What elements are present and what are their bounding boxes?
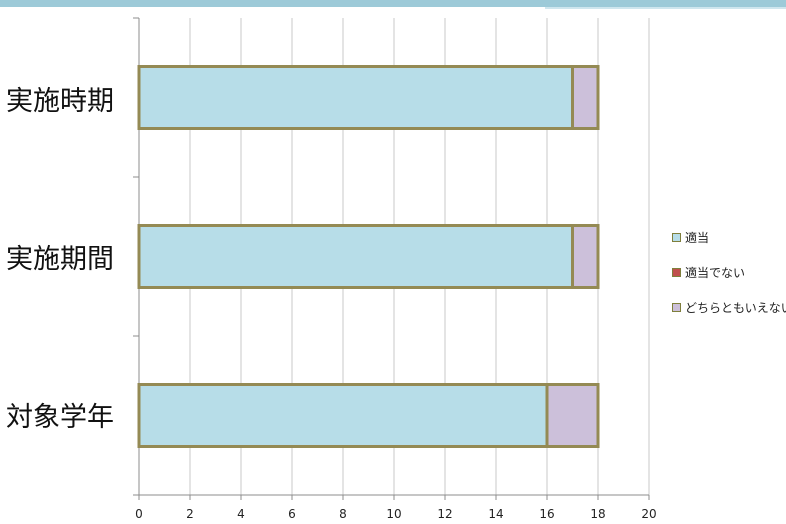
- bar-segment-0-0: [137, 65, 574, 130]
- x-tick-label-1: 2: [186, 507, 194, 521]
- category-label-0: 実施時期: [6, 86, 114, 117]
- x-tick-label-6: 12: [437, 507, 452, 521]
- legend-item-appropriate: 適当: [672, 226, 786, 248]
- category-label-2: 対象学年: [6, 402, 114, 433]
- bar-segment-1-2: [571, 224, 600, 289]
- x-tick-label-3: 6: [288, 507, 296, 521]
- x-tick-label-7: 14: [488, 507, 503, 521]
- bar-segment-2-0: [137, 383, 549, 448]
- x-tick-label-5: 10: [386, 507, 401, 521]
- header-band: [0, 0, 786, 7]
- legend-swatch-neutral: [672, 302, 681, 312]
- legend-item-neutral: どちらともいえない: [672, 296, 786, 318]
- x-tick-label-10: 20: [641, 507, 656, 521]
- header-accent-line: [545, 7, 786, 9]
- legend-label-appropriate: 適当: [685, 230, 710, 245]
- x-tick-label-8: 16: [539, 507, 554, 521]
- legend: 適当 適当でない どちらともいえない: [672, 226, 786, 331]
- legend-label-not-appropriate: 適当でない: [685, 265, 746, 280]
- x-tick-label-0: 0: [135, 507, 143, 521]
- x-tick-label-4: 8: [339, 507, 347, 521]
- x-tick-label-9: 18: [590, 507, 605, 521]
- legend-swatch-appropriate: [672, 232, 681, 242]
- bar-segment-1-0: [137, 224, 574, 289]
- x-tick-label-2: 4: [237, 507, 245, 521]
- legend-item-not-appropriate: 適当でない: [672, 261, 786, 283]
- category-label-1: 実施期間: [6, 244, 114, 275]
- legend-swatch-not-appropriate: [672, 267, 681, 277]
- bar-segment-0-2: [571, 65, 600, 130]
- legend-label-neutral: どちらともいえない: [685, 300, 786, 315]
- bar-segment-2-2: [545, 383, 600, 448]
